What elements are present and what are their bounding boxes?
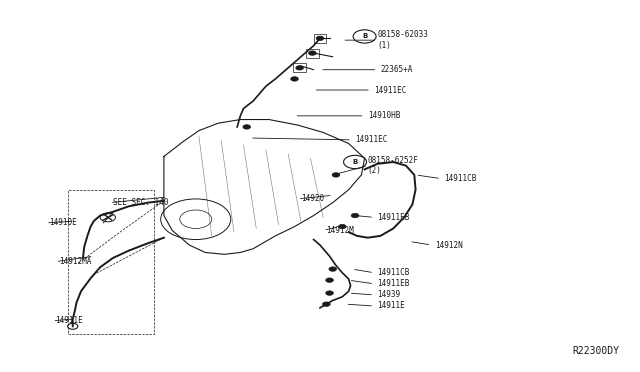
Text: 08158-62033
(1): 08158-62033 (1) bbox=[378, 31, 428, 50]
Circle shape bbox=[308, 51, 316, 55]
Text: 14910HB: 14910HB bbox=[368, 111, 400, 121]
Text: 14910E: 14910E bbox=[49, 218, 77, 227]
Circle shape bbox=[326, 291, 333, 295]
Text: 14912MA: 14912MA bbox=[59, 257, 91, 266]
Circle shape bbox=[316, 36, 324, 41]
Text: 08158-6252F
(2): 08158-6252F (2) bbox=[368, 156, 419, 175]
Text: 14911E: 14911E bbox=[378, 301, 405, 311]
Text: 14912M: 14912M bbox=[326, 226, 354, 235]
Text: B: B bbox=[353, 159, 358, 165]
Text: 14912N: 14912N bbox=[435, 241, 463, 250]
Bar bbox=[314, 34, 326, 43]
Text: 14911EB: 14911EB bbox=[378, 279, 410, 288]
Circle shape bbox=[291, 77, 298, 81]
Circle shape bbox=[243, 125, 250, 129]
Circle shape bbox=[326, 278, 333, 282]
Bar bbox=[293, 63, 306, 72]
Text: 14911EC: 14911EC bbox=[355, 135, 387, 144]
Text: 22365+A: 22365+A bbox=[381, 65, 413, 74]
Text: 14911CB: 14911CB bbox=[444, 174, 477, 183]
Circle shape bbox=[329, 267, 337, 271]
Text: 14911CB: 14911CB bbox=[378, 268, 410, 277]
Circle shape bbox=[323, 302, 330, 307]
Bar bbox=[306, 49, 319, 58]
Text: SEE SEC. 140: SEE SEC. 140 bbox=[113, 198, 168, 207]
Circle shape bbox=[351, 213, 359, 218]
Circle shape bbox=[332, 173, 340, 177]
Text: R22300DY: R22300DY bbox=[573, 346, 620, 356]
Text: 14911EB: 14911EB bbox=[378, 213, 410, 222]
Circle shape bbox=[339, 224, 346, 229]
Text: 14920: 14920 bbox=[301, 195, 324, 203]
Text: 14911E: 14911E bbox=[56, 316, 83, 325]
Text: 14911EC: 14911EC bbox=[374, 86, 406, 94]
Text: B: B bbox=[362, 33, 367, 39]
Circle shape bbox=[296, 65, 303, 70]
Text: 14939: 14939 bbox=[378, 291, 401, 299]
